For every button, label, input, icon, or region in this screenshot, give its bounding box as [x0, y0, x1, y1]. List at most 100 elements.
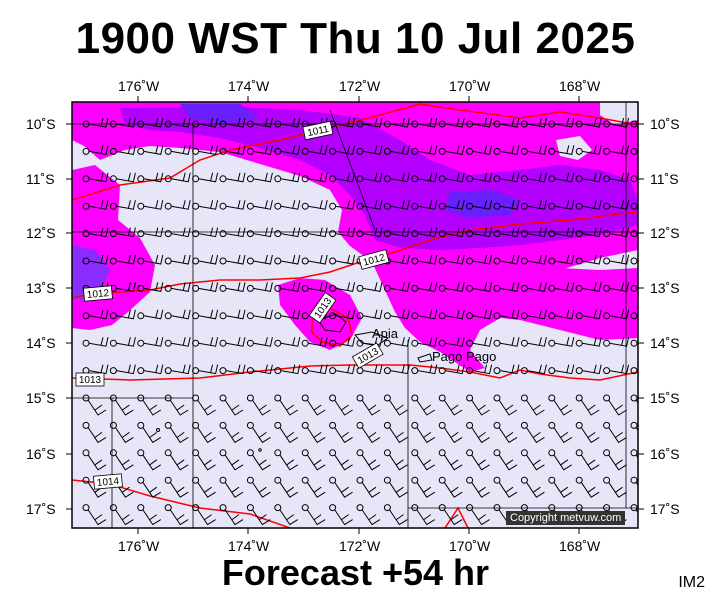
wind-barb — [137, 504, 162, 526]
wind-barb — [274, 421, 299, 444]
wind-barb — [164, 476, 189, 498]
wind-barb — [246, 309, 273, 320]
lon-label-bottom-174: 174˚W — [228, 538, 270, 554]
wind-barb — [603, 227, 630, 238]
grid-lines — [72, 102, 638, 528]
wind-barb — [466, 504, 490, 526]
wind-barb — [164, 337, 191, 347]
wind-barb — [137, 227, 164, 238]
wind-barb — [164, 117, 191, 128]
wind-barb — [274, 394, 299, 416]
wind-barb — [630, 504, 638, 514]
wind-barb — [192, 172, 219, 183]
wind-barb — [548, 364, 575, 375]
wind-barb — [109, 364, 136, 375]
wind-barb — [466, 282, 493, 292]
lat-label-left-10: 10˚S — [26, 116, 56, 132]
wind-barb — [383, 145, 410, 155]
wind-barb — [219, 394, 244, 416]
wind-barb — [383, 337, 410, 347]
wind-barb — [274, 504, 299, 526]
wind-barb — [137, 282, 164, 292]
lat-label-left-14: 14˚S — [26, 335, 56, 351]
wind-barb — [219, 117, 246, 128]
islet — [258, 448, 262, 452]
wind-barb — [329, 227, 356, 238]
wind-barb — [630, 421, 638, 432]
wind-barb — [246, 227, 273, 238]
wind-barb — [438, 504, 463, 526]
wind-barb — [109, 504, 134, 526]
wind-barb — [109, 337, 136, 347]
wind-barb — [575, 394, 600, 416]
wind-barb — [330, 532, 353, 552]
wind-barb — [219, 449, 244, 471]
wind-barb — [246, 476, 271, 498]
wind-barb — [164, 394, 189, 416]
wind-barb — [466, 200, 493, 210]
wind-barb — [301, 476, 326, 498]
wind-barb — [219, 282, 246, 292]
wind-barb — [494, 532, 517, 552]
wind-barb — [164, 227, 191, 238]
wind-barb — [192, 145, 219, 155]
wind-barb — [164, 172, 191, 183]
lat-label-left-12: 12˚S — [26, 225, 56, 241]
upolu-island — [354, 331, 390, 346]
place-label-pago-pago: Pago Pago — [432, 349, 497, 364]
wind-barb — [82, 504, 107, 526]
wind-barb — [329, 337, 356, 347]
lat-label-right-14: 14˚S — [650, 335, 680, 351]
wind-barb — [301, 337, 328, 347]
wind-barb — [246, 200, 273, 210]
wind-barb — [274, 227, 301, 238]
wind-barb — [302, 532, 325, 552]
wind-barb — [520, 117, 547, 128]
wind-barb — [137, 117, 164, 128]
wind-barb — [82, 172, 109, 183]
wind-barb — [411, 449, 436, 471]
wind-barb — [247, 532, 270, 552]
wind-barb — [246, 364, 273, 375]
wind-barb — [274, 172, 301, 183]
wind-barb — [246, 254, 273, 265]
wind-barb — [219, 309, 246, 320]
wind-barb — [603, 254, 630, 265]
wind-barb — [575, 145, 602, 155]
wind-barb — [493, 476, 518, 498]
wind-barb — [246, 172, 273, 183]
wind-barb — [548, 227, 575, 238]
wind-barb — [630, 339, 638, 347]
wind-barb — [137, 200, 164, 210]
wind-barb — [575, 421, 600, 444]
wind-barb — [520, 309, 547, 320]
wind-barb — [356, 394, 381, 416]
wind-barb — [383, 504, 408, 526]
wind-barb — [274, 337, 301, 347]
wind-barb — [548, 337, 575, 347]
wind-barb — [520, 254, 547, 265]
wind-barb — [219, 337, 246, 347]
wind-barb — [329, 282, 356, 292]
wind-barb — [466, 117, 493, 128]
wind-barb — [493, 337, 520, 347]
savaii-island — [317, 313, 347, 333]
wind-barb — [356, 172, 383, 183]
wind-barb — [466, 476, 490, 498]
wind-barb — [356, 117, 383, 128]
wind-barb — [138, 532, 161, 552]
wind-barb — [301, 282, 328, 292]
wind-barb — [109, 200, 136, 210]
wind-barb — [329, 421, 353, 444]
wind-barb — [164, 254, 191, 265]
wind-barb — [493, 254, 520, 265]
wind-barb — [438, 227, 465, 238]
wind-barb — [438, 117, 465, 128]
wind-barb — [630, 476, 638, 487]
wind-barb — [521, 532, 544, 552]
wind-barb — [109, 394, 134, 416]
wind-barb — [493, 145, 520, 155]
wind-barb — [411, 394, 436, 416]
wind-barb — [438, 449, 463, 471]
wind-barb — [520, 145, 547, 155]
